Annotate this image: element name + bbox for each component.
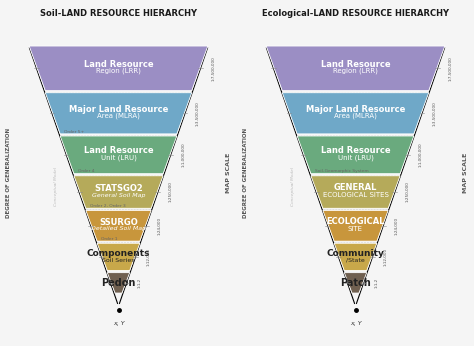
Text: 1:24,000: 1:24,000: [394, 217, 398, 235]
Text: Community: Community: [327, 249, 384, 258]
Text: 1:1,2: 1:1,2: [374, 278, 379, 288]
Text: Major Land Resource: Major Land Resource: [69, 104, 168, 114]
Text: 1:3,500,000: 1:3,500,000: [196, 101, 200, 126]
Text: 1:250,000: 1:250,000: [169, 182, 173, 202]
Text: ECOLOGICAL SITES: ECOLOGICAL SITES: [323, 192, 388, 198]
Text: Order 2, Order 3: Order 2, Order 3: [90, 204, 126, 208]
Text: 1:12,000: 1:12,000: [383, 248, 388, 266]
Polygon shape: [282, 93, 429, 134]
Polygon shape: [74, 176, 163, 208]
Text: MAP SCALE: MAP SCALE: [226, 153, 231, 193]
Polygon shape: [344, 273, 367, 293]
Text: 1:12,000: 1:12,000: [146, 248, 151, 266]
Text: Soil-Geomorphic System: Soil-Geomorphic System: [315, 169, 369, 173]
Text: Area (MLRA): Area (MLRA): [97, 113, 140, 119]
Polygon shape: [29, 46, 208, 91]
Text: Land Resource: Land Resource: [84, 146, 153, 155]
Text: /State: /State: [346, 257, 365, 263]
Polygon shape: [60, 136, 177, 174]
Text: MAP SCALE: MAP SCALE: [463, 153, 468, 193]
Text: Land Resource: Land Resource: [321, 146, 390, 155]
Text: Pedon: Pedon: [101, 278, 136, 288]
Polygon shape: [266, 46, 445, 91]
Text: Region (LRR): Region (LRR): [96, 68, 141, 74]
Text: 1:1,000,000: 1:1,000,000: [419, 143, 423, 167]
Text: STATSGO2: STATSGO2: [94, 184, 143, 193]
Polygon shape: [297, 136, 414, 174]
Text: Conceptual Model: Conceptual Model: [54, 167, 58, 207]
Text: Patch: Patch: [340, 278, 371, 288]
Text: SITE: SITE: [348, 226, 363, 231]
Text: 1:7,500,000: 1:7,500,000: [211, 56, 216, 81]
Text: DEGREE OF GENERALIZATION: DEGREE OF GENERALIZATION: [6, 128, 11, 218]
Text: Land Resource: Land Resource: [84, 60, 153, 69]
Text: 1:3,500,000: 1:3,500,000: [433, 101, 437, 126]
Text: 1:24,000: 1:24,000: [157, 217, 161, 235]
Polygon shape: [107, 273, 130, 293]
Polygon shape: [311, 176, 400, 208]
Text: Major Land Resource: Major Land Resource: [306, 104, 405, 114]
Text: SSURGO: SSURGO: [99, 218, 138, 227]
Text: Unit (LRU): Unit (LRU): [100, 154, 137, 161]
Text: x, Y: x, Y: [350, 321, 361, 326]
Polygon shape: [323, 210, 388, 241]
Polygon shape: [45, 93, 192, 134]
Text: Conceptual Model: Conceptual Model: [291, 167, 295, 207]
Text: Components: Components: [87, 249, 150, 258]
Polygon shape: [334, 243, 377, 271]
Text: x, Y: x, Y: [113, 321, 124, 326]
Text: GENERAL: GENERAL: [334, 183, 377, 192]
Text: 1:1,2: 1:1,2: [137, 278, 142, 288]
Text: ECOLOGICAL: ECOLOGICAL: [326, 217, 385, 226]
Text: 1:7,500,000: 1:7,500,000: [448, 56, 453, 81]
Text: Order 1: Order 1: [101, 237, 118, 241]
Text: Order 4: Order 4: [78, 169, 94, 173]
Text: Unit (LRU): Unit (LRU): [337, 154, 374, 161]
Text: Land Resource: Land Resource: [321, 60, 390, 69]
Polygon shape: [86, 210, 151, 241]
Polygon shape: [97, 243, 140, 271]
Text: 1:1,000,000: 1:1,000,000: [182, 143, 186, 167]
Text: DEGREE OF GENERALIZATION: DEGREE OF GENERALIZATION: [243, 128, 248, 218]
Text: Detailed Soil Map: Detailed Soil Map: [91, 226, 146, 231]
Text: Soil-LAND RESOURCE HIERARCHY: Soil-LAND RESOURCE HIERARCHY: [40, 9, 197, 18]
Text: 1:250,000: 1:250,000: [406, 182, 410, 202]
Text: Soil Series: Soil Series: [102, 257, 135, 263]
Text: Ecological-LAND RESOURCE HIERARCHY: Ecological-LAND RESOURCE HIERARCHY: [262, 9, 449, 18]
Text: Order 5+: Order 5+: [64, 129, 84, 134]
Text: Region (LRR): Region (LRR): [333, 68, 378, 74]
Text: General Soil Map: General Soil Map: [92, 193, 145, 198]
Text: Area (MLRA): Area (MLRA): [334, 113, 377, 119]
